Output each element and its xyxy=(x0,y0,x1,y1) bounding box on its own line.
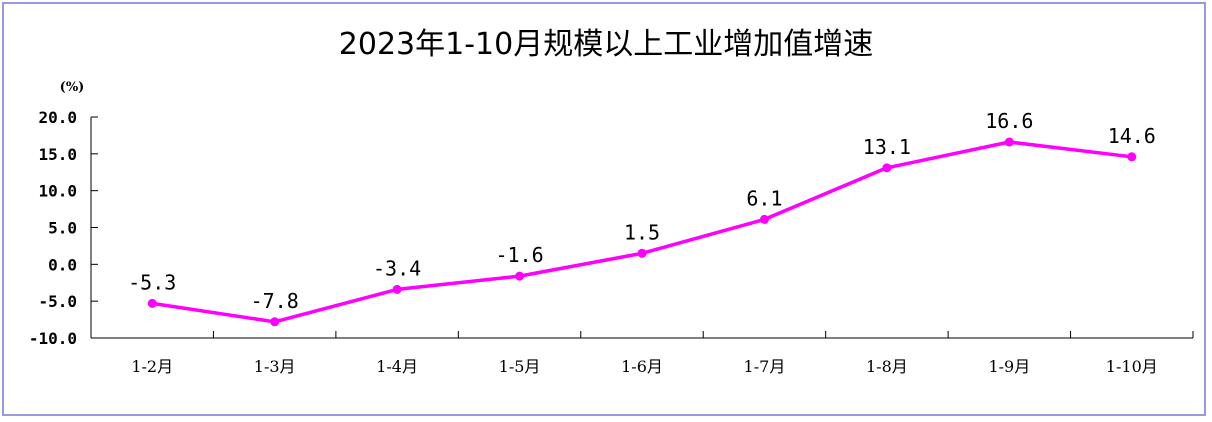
x-tick-label: 1-5月 xyxy=(499,357,541,376)
x-tick-label: 1-9月 xyxy=(988,357,1030,376)
data-point xyxy=(637,248,647,258)
x-tick-label: 1-6月 xyxy=(621,357,663,376)
x-tick-label: 1-3月 xyxy=(254,357,296,376)
y-tick-label: 10.0 xyxy=(38,182,77,201)
data-labels: -5.3 -7.8 -3.4 -1.6 1.5 6.1 13.1 16.6 14.6 xyxy=(128,109,1156,313)
data-label: -3.4 xyxy=(373,256,421,280)
data-label: -7.8 xyxy=(251,289,299,313)
data-label: 1.5 xyxy=(624,220,660,244)
data-point xyxy=(1004,137,1014,147)
y-axis-unit: (%) xyxy=(60,80,85,95)
x-tick-label: 1-7月 xyxy=(744,357,786,376)
chart-title: 2023年1-10月规模以上工业增加值增速 xyxy=(339,27,873,62)
x-ticks: 1-2月 1-3月 1-4月 1-5月 1-6月 1-7月 1-8月 1-9月 1-10月 xyxy=(90,331,1194,376)
y-tick-label: 15.0 xyxy=(38,145,77,164)
data-label: -1.6 xyxy=(495,243,543,267)
data-label: 16.6 xyxy=(985,109,1033,133)
x-tick-label: 1-10月 xyxy=(1106,357,1158,376)
data-point xyxy=(759,214,769,224)
x-tick-label: 1-8月 xyxy=(866,357,908,376)
data-label: 6.1 xyxy=(746,186,782,210)
series-line xyxy=(147,137,1137,327)
x-tick-label: 1-2月 xyxy=(131,357,173,376)
data-point xyxy=(147,298,157,308)
y-tick-label: 0.0 xyxy=(48,255,77,274)
y-tick-label: 5.0 xyxy=(48,219,77,238)
chart-frame xyxy=(2,2,1206,416)
data-label: 14.6 xyxy=(1108,124,1156,148)
data-point xyxy=(882,163,892,173)
data-point xyxy=(1127,152,1137,162)
y-ticks: 20.0 15.0 10.0 5.0 0.0 -5.0 -10.0 xyxy=(29,108,98,348)
data-label: -5.3 xyxy=(128,270,176,294)
data-label: 13.1 xyxy=(863,135,911,159)
data-point xyxy=(515,271,525,281)
data-point xyxy=(270,317,280,327)
x-tick-label: 1-4月 xyxy=(376,357,418,376)
y-tick-label: -10.0 xyxy=(29,329,77,348)
y-tick-label: 20.0 xyxy=(38,108,77,127)
data-point xyxy=(392,284,402,294)
y-tick-label: -5.0 xyxy=(38,292,77,311)
